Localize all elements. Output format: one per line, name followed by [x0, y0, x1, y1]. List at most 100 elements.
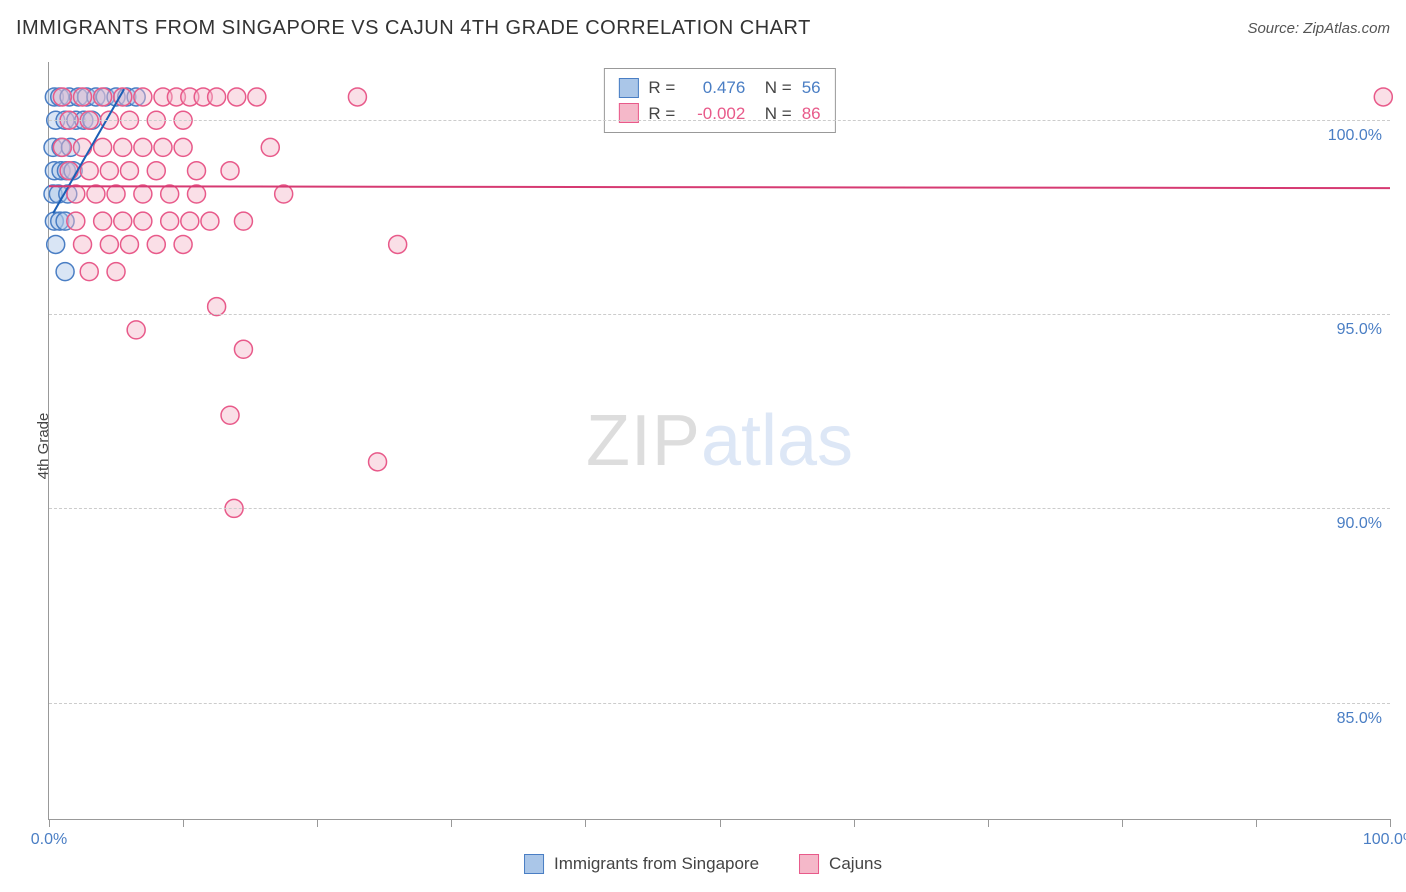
scatter-point-cajun: [389, 235, 407, 253]
scatter-point-cajun: [67, 185, 85, 203]
x-tick: [451, 819, 452, 827]
scatter-plot-svg: [49, 62, 1390, 819]
scatter-point-cajun: [188, 185, 206, 203]
scatter-point-cajun: [181, 212, 199, 230]
correlation-stats-box: R = 0.476 N = 56 R = -0.002 N = 86: [603, 68, 835, 133]
scatter-point-cajun: [348, 88, 366, 106]
scatter-point-cajun: [80, 263, 98, 281]
scatter-point-cajun: [134, 185, 152, 203]
scatter-point-cajun: [248, 88, 266, 106]
legend-item-singapore: Immigrants from Singapore: [524, 854, 759, 874]
y-tick-label: 95.0%: [1337, 321, 1382, 339]
r-value-cajun: -0.002: [685, 101, 745, 127]
scatter-point-cajun: [134, 138, 152, 156]
scatter-point-cajun: [261, 138, 279, 156]
x-tick: [49, 819, 50, 827]
x-tick: [1122, 819, 1123, 827]
scatter-point-cajun: [221, 162, 239, 180]
source-attribution: Source: ZipAtlas.com: [1247, 20, 1390, 37]
scatter-point-cajun: [161, 212, 179, 230]
chart-title: IMMIGRANTS FROM SINGAPORE VS CAJUN 4TH G…: [16, 17, 811, 40]
scatter-point-cajun: [174, 235, 192, 253]
scatter-point-cajun: [1374, 88, 1392, 106]
gridline: [49, 703, 1390, 704]
scatter-point-cajun: [114, 138, 132, 156]
swatch-singapore: [618, 78, 638, 98]
n-value-cajun: 86: [802, 101, 821, 127]
scatter-point-cajun: [201, 212, 219, 230]
x-tick: [988, 819, 989, 827]
scatter-point-cajun: [80, 162, 98, 180]
scatter-point-cajun: [234, 340, 252, 358]
scatter-point-singapore: [56, 263, 74, 281]
scatter-point-singapore: [47, 235, 65, 253]
scatter-point-cajun: [228, 88, 246, 106]
legend-swatch-cajun: [799, 854, 819, 874]
scatter-point-cajun: [147, 162, 165, 180]
legend-item-cajun: Cajuns: [799, 854, 882, 874]
legend: Immigrants from Singapore Cajuns: [524, 854, 882, 874]
scatter-point-cajun: [221, 406, 239, 424]
n-label: N =: [755, 101, 791, 127]
scatter-point-cajun: [67, 212, 85, 230]
stats-row-singapore: R = 0.476 N = 56: [618, 75, 820, 101]
legend-label-singapore: Immigrants from Singapore: [554, 854, 759, 874]
scatter-point-cajun: [234, 212, 252, 230]
scatter-point-cajun: [174, 138, 192, 156]
x-tick: [585, 819, 586, 827]
legend-swatch-singapore: [524, 854, 544, 874]
scatter-point-cajun: [100, 162, 118, 180]
scatter-point-cajun: [94, 138, 112, 156]
scatter-point-cajun: [161, 185, 179, 203]
scatter-point-cajun: [147, 235, 165, 253]
y-tick-label: 85.0%: [1337, 710, 1382, 728]
chart-plot-area: ZIPatlas R =0.476 N = 56R =-0.002 N = 86…: [48, 62, 1390, 820]
r-value-singapore: 0.476: [685, 75, 745, 101]
scatter-point-cajun: [120, 162, 138, 180]
scatter-point-cajun: [127, 321, 145, 339]
r-label: R =: [648, 75, 675, 101]
stats-row-cajun: R = -0.002 N = 86: [618, 101, 820, 127]
chart-header: IMMIGRANTS FROM SINGAPORE VS CAJUN 4TH G…: [0, 0, 1406, 56]
gridline: [49, 508, 1390, 509]
legend-label-cajun: Cajuns: [829, 854, 882, 874]
scatter-point-cajun: [60, 162, 78, 180]
scatter-point-cajun: [275, 185, 293, 203]
gridline: [49, 120, 1390, 121]
scatter-point-cajun: [208, 298, 226, 316]
scatter-point-cajun: [208, 88, 226, 106]
scatter-point-cajun: [107, 185, 125, 203]
scatter-point-cajun: [134, 88, 152, 106]
scatter-point-cajun: [134, 212, 152, 230]
scatter-point-cajun: [114, 212, 132, 230]
scatter-point-cajun: [74, 235, 92, 253]
x-tick: [854, 819, 855, 827]
scatter-point-cajun: [53, 88, 71, 106]
scatter-point-cajun: [74, 88, 92, 106]
scatter-point-cajun: [100, 235, 118, 253]
x-tick-label: 0.0%: [31, 831, 67, 849]
x-tick: [720, 819, 721, 827]
n-label: N =: [755, 75, 791, 101]
scatter-point-cajun: [74, 138, 92, 156]
n-value-singapore: 56: [802, 75, 821, 101]
scatter-point-cajun: [107, 263, 125, 281]
scatter-point-cajun: [154, 138, 172, 156]
gridline: [49, 314, 1390, 315]
x-tick: [317, 819, 318, 827]
scatter-point-cajun: [188, 162, 206, 180]
x-tick: [1390, 819, 1391, 827]
scatter-point-cajun: [120, 235, 138, 253]
y-tick-label: 90.0%: [1337, 515, 1382, 533]
x-tick: [183, 819, 184, 827]
x-tick: [1256, 819, 1257, 827]
trend-line-cajun: [49, 186, 1390, 188]
scatter-point-cajun: [369, 453, 387, 471]
scatter-point-cajun: [53, 138, 71, 156]
scatter-point-cajun: [94, 212, 112, 230]
y-tick-label: 100.0%: [1328, 127, 1382, 145]
r-label: R =: [648, 101, 675, 127]
scatter-point-cajun: [94, 88, 112, 106]
scatter-point-cajun: [87, 185, 105, 203]
x-tick-label: 100.0%: [1363, 831, 1406, 849]
